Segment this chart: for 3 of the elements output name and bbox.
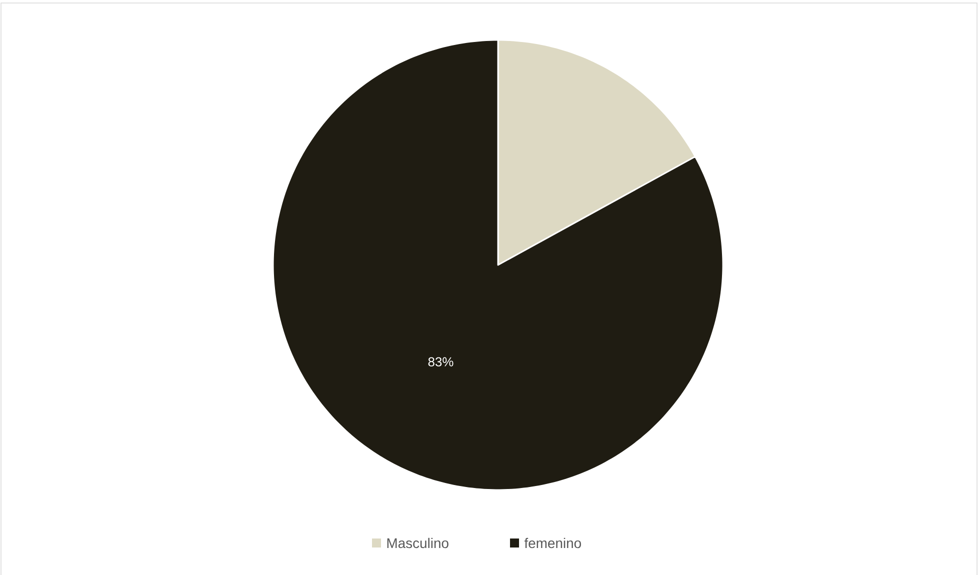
data-label: 83% [428,357,454,366]
legend-label: Masculino [387,538,448,548]
legend-label: femenino [524,538,581,548]
